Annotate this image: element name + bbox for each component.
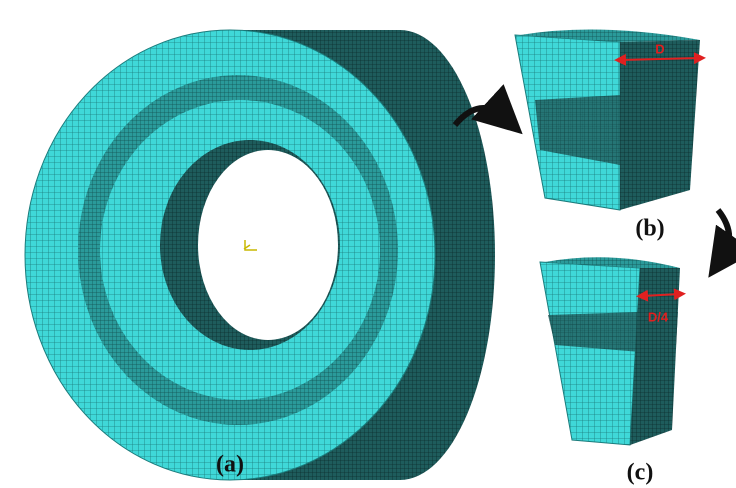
segment-model <box>540 257 680 445</box>
dimension-label: D <box>655 41 664 56</box>
panel-label: (c) <box>627 460 654 486</box>
dimension-label: D/4 <box>648 309 669 324</box>
panel-label: (b) <box>635 216 664 242</box>
figure: (a) D (b) D/4 (c) <box>0 0 736 488</box>
segment-model <box>515 30 700 210</box>
panel-label: (a) <box>216 452 244 478</box>
ring-model <box>25 30 495 480</box>
arrow <box>718 210 729 258</box>
